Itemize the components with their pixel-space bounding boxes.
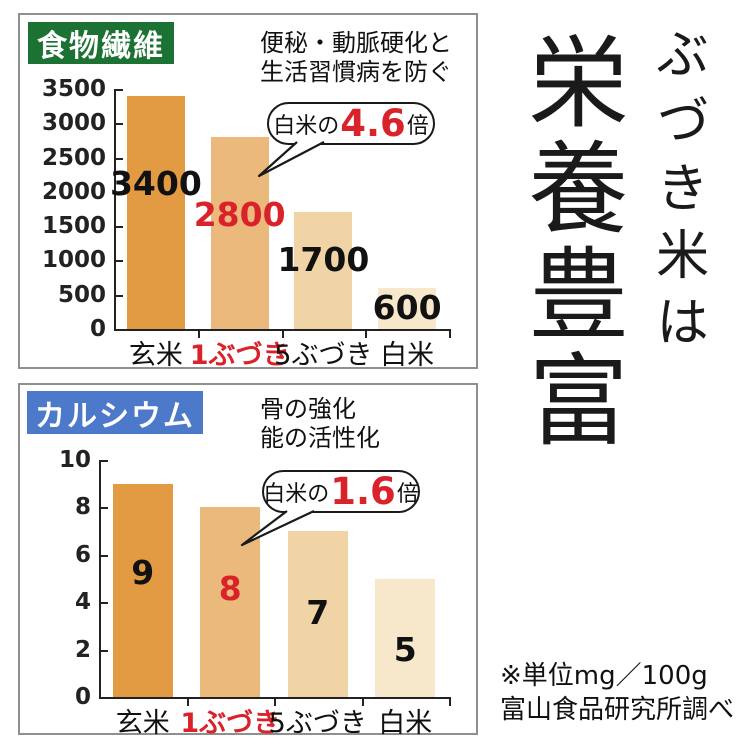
y-tick-label: 3000 [41,110,106,137]
x-tick-mark [197,329,200,338]
bar-value-label: 9 [131,552,155,592]
fiber-subtitle-line1: 便秘・動脈硬化と [260,29,452,57]
bar-value-label: 5 [393,629,417,669]
x-tick-mark [274,697,276,706]
bar-value-label: 2800 [193,195,286,234]
fiber-subtitle-line2: 生活習慣病を防ぐ [260,58,452,87]
x-tick-mark [361,697,364,706]
x-category-label: 玄米 [128,340,183,371]
y-tick-label: 0 [74,684,91,710]
y-tick-label: 500 [57,281,106,308]
calcium-callout-suffix: 倍 [396,481,419,507]
bar-value-label: 8 [218,569,242,609]
fiber-callout-suffix: 倍 [406,113,429,139]
calcium-subtitle-line1: 骨の強化 [260,395,356,423]
x-tick-mark [365,329,368,338]
unit-note: ※単位mg／100g [500,661,708,691]
bar-白米 [378,287,437,329]
y-tick-mark [101,460,108,462]
y-axis-line [99,460,101,699]
x-category-label: 5ぶづき [268,708,367,739]
fiber-title-badge: 食物繊維 [28,22,174,64]
y-tick-label: 6 [74,541,91,568]
y-tick-mark [116,226,123,229]
calcium-title: カルシウム [35,398,195,434]
bar-5ぶづき [287,531,348,697]
calcium-ratio-callout: 白米の 1.6 倍 [262,470,420,513]
bar-白米 [375,578,436,697]
vertical-headline-small: ぶづき米は [647,26,709,361]
y-tick-label: 2500 [41,144,106,171]
y-tick-mark [116,157,123,160]
y-tick-mark [116,89,123,91]
y-tick-label: 3500 [41,76,106,102]
x-category-label: 白米 [380,340,435,371]
x-category-label: 1ぶづき [189,340,290,371]
y-tick-mark [101,554,108,557]
bar-value-label: 3400 [109,163,202,203]
fiber-ratio-callout: 白米の 4.6 倍 [267,102,435,145]
source-note: ※単位mg／100g 富山食品研究所調べ [500,660,734,728]
y-axis-line [114,89,116,331]
bar-value-label: 7 [306,593,330,633]
y-tick-mark [116,294,123,297]
source-note-line: 富山食品研究所調べ [500,694,735,725]
x-category-label: 玄米 [115,708,170,739]
y-tick-label: 2000 [41,178,106,205]
vertical-headline-large: 栄養豊富 [511,30,628,454]
y-tick-label: 0 [89,316,106,342]
x-tick-mark [449,329,451,338]
y-tick-mark [101,507,108,510]
y-tick-label: 8 [74,494,91,521]
calcium-chart-panel: カルシウム 骨の強化 能の活性化 0 2 4 6 8 10 9 玄米 8 1ぶづき 7 5ぶづき 5 白米… [18,383,478,739]
calcium-callout-prefix: 白米の [263,481,330,507]
x-tick-mark [449,697,451,706]
x-category-label: 白米 [378,708,433,739]
x-category-label: 5ぶづき [274,340,373,371]
fiber-callout-prefix: 白米の [273,113,340,139]
y-tick-label: 1500 [41,213,106,240]
fiber-callout-value: 4.6 [340,102,406,145]
fiber-chart-panel: 食物繊維 便秘・動脈硬化と 生活習慣病を防ぐ 0 500 1000 1500 2000 2… [18,13,478,371]
y-tick-mark [101,649,108,652]
y-tick-label: 1000 [41,247,106,274]
y-tick-label: 10 [58,447,91,473]
y-tick-mark [116,123,123,126]
bar-玄米 [112,483,173,697]
fiber-subtitle: 便秘・動脈硬化と 生活習慣病を防ぐ [260,29,452,88]
y-tick-mark [116,260,123,263]
bar-value-label: 1700 [277,240,370,280]
calcium-callout-value: 1.6 [330,470,396,513]
x-category-label: 1ぶづき [180,708,281,739]
y-tick-label: 2 [74,636,91,663]
fiber-title: 食物繊維 [37,29,165,64]
calcium-title-badge: カルシウム [27,391,203,434]
calcium-subtitle: 骨の強化 能の活性化 [260,395,380,454]
bar-玄米 [126,95,185,329]
y-tick-mark [101,602,108,605]
x-tick-mark [186,697,189,706]
y-tick-mark [116,191,123,194]
calcium-subtitle-line2: 能の活性化 [260,424,380,453]
x-tick-mark [281,329,284,338]
bar-value-label: 600 [372,287,442,327]
bar-5ぶづき [294,212,353,329]
y-tick-label: 4 [74,589,91,616]
